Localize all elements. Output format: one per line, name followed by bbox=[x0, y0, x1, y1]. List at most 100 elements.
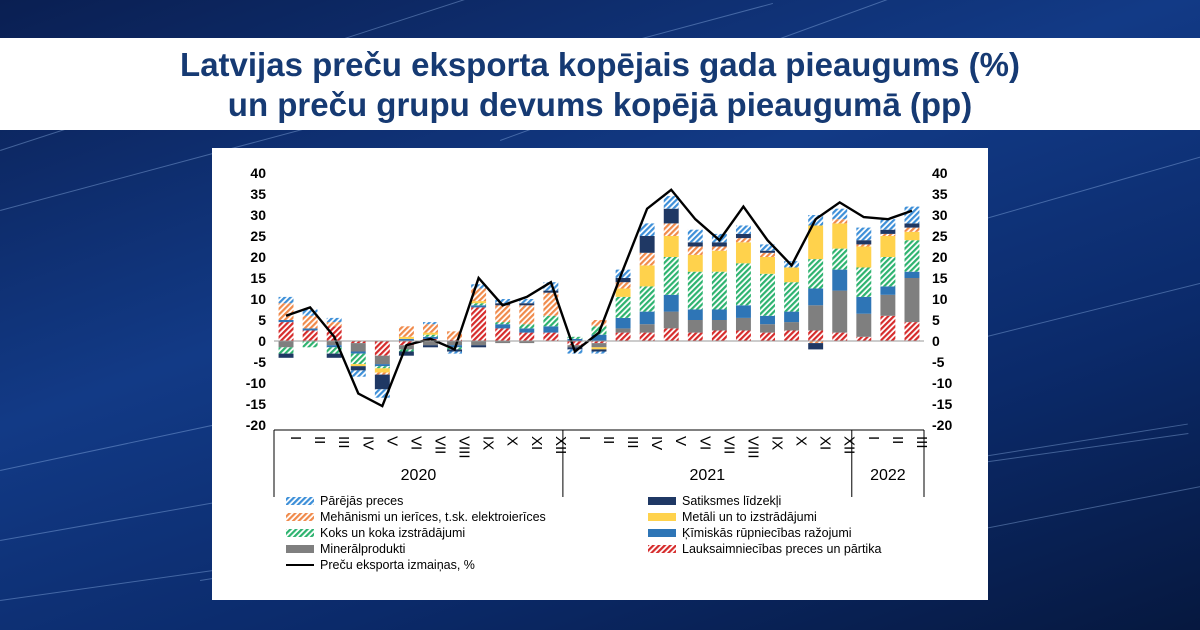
bar-segment bbox=[760, 252, 775, 257]
bar-segment bbox=[904, 322, 920, 341]
bar-segment bbox=[278, 303, 294, 320]
bar-segment bbox=[350, 341, 366, 344]
x-tick-label: VIII bbox=[744, 436, 761, 459]
bar-segment bbox=[663, 257, 679, 295]
bar-segment bbox=[687, 332, 703, 341]
bar-segment bbox=[735, 305, 751, 318]
bar-segment bbox=[519, 341, 535, 344]
bar-segment bbox=[735, 242, 751, 264]
bar-segment bbox=[495, 322, 511, 325]
x-tick-label: VI bbox=[407, 436, 424, 450]
legend-label: Lauksaimniecības preces un pārtika bbox=[682, 542, 881, 556]
bar-segment bbox=[326, 317, 342, 323]
bar-segment bbox=[423, 332, 438, 335]
bar-segment bbox=[591, 349, 607, 352]
legend-swatch bbox=[286, 513, 314, 521]
bar-segment bbox=[639, 286, 655, 312]
x-tick-label: I bbox=[576, 436, 593, 440]
bar-segment bbox=[856, 336, 872, 341]
year-label: 2021 bbox=[690, 467, 726, 484]
bar-segment bbox=[663, 223, 679, 236]
bar-segment bbox=[471, 305, 487, 308]
year-label: 2022 bbox=[870, 467, 906, 484]
bar-segment bbox=[711, 242, 727, 247]
bar-segment bbox=[543, 315, 559, 327]
bar-segment bbox=[784, 267, 800, 283]
x-tick-label: V bbox=[672, 436, 689, 446]
y-tick-label-left: -15 bbox=[246, 396, 266, 412]
bar-segment bbox=[591, 320, 607, 327]
bar-segment bbox=[374, 341, 390, 356]
legend-label: Minerālprodukti bbox=[320, 542, 405, 556]
y-tick-label-left: -20 bbox=[246, 417, 266, 433]
bar-segment bbox=[615, 278, 631, 283]
bar-segment bbox=[663, 196, 679, 209]
title-line-2: un preču grupu devums kopējā pieaugumā (… bbox=[227, 86, 973, 123]
bar-segment bbox=[495, 324, 511, 329]
y-tick-label-right: 0 bbox=[932, 333, 940, 349]
bar-segment bbox=[447, 331, 463, 340]
bar-segment bbox=[784, 282, 800, 312]
bar-segment bbox=[760, 250, 775, 253]
y-tick-label-left: 40 bbox=[250, 165, 266, 181]
x-tick-label: IX bbox=[769, 436, 786, 450]
y-tick-label-right: -20 bbox=[932, 417, 952, 433]
bar-segment bbox=[735, 225, 751, 234]
bar-segment bbox=[423, 341, 438, 346]
bar-segment bbox=[278, 347, 294, 354]
bar-segment bbox=[615, 317, 631, 329]
bar-segment bbox=[880, 233, 896, 236]
bar-segment bbox=[350, 370, 366, 377]
bar-segment bbox=[567, 336, 583, 339]
bar-segment bbox=[374, 372, 390, 375]
bar-segment bbox=[423, 334, 438, 337]
bar-segment bbox=[856, 244, 872, 247]
y-tick-label-right: 25 bbox=[932, 228, 948, 244]
y-tick-label-right: 20 bbox=[932, 249, 948, 265]
x-tick-label: IV bbox=[648, 436, 665, 450]
y-tick-label-right: 35 bbox=[932, 186, 948, 202]
bar-segment bbox=[808, 330, 824, 341]
bar-segment bbox=[735, 233, 751, 239]
bar-segment bbox=[495, 328, 511, 341]
bar-segment bbox=[711, 271, 727, 310]
bar-segment bbox=[687, 229, 703, 243]
bar-segment bbox=[880, 294, 896, 316]
bar-segment bbox=[567, 338, 583, 341]
bar-segment bbox=[687, 254, 703, 272]
legend-label: Koks un koka izstrādājumi bbox=[320, 526, 465, 540]
x-tick-label: VIII bbox=[456, 436, 473, 459]
bar-segment bbox=[856, 267, 872, 297]
bar-segment bbox=[808, 225, 824, 260]
y-tick-label-right: -10 bbox=[932, 375, 952, 391]
bar-segment bbox=[760, 244, 775, 251]
bar-segment bbox=[543, 292, 559, 316]
bar-segment bbox=[543, 332, 559, 341]
y-tick-label-left: 5 bbox=[258, 312, 266, 328]
bar-segment bbox=[711, 309, 727, 320]
bar-segment bbox=[735, 330, 751, 341]
bar-segment bbox=[856, 313, 872, 337]
bar-segment bbox=[711, 330, 727, 341]
bar-segment bbox=[374, 355, 390, 365]
bar-segment bbox=[519, 324, 535, 329]
x-tick-label: III bbox=[913, 436, 930, 449]
bar-segment bbox=[808, 288, 824, 306]
x-tick-label: IX bbox=[480, 436, 497, 450]
legend-label: Mehānismi un ierīces, t.sk. elektroierīc… bbox=[320, 510, 546, 524]
bar-segment bbox=[326, 353, 342, 358]
legend-swatch bbox=[648, 513, 676, 521]
x-tick-label: VII bbox=[431, 436, 448, 454]
y-tick-label-right: 5 bbox=[932, 312, 940, 328]
bar-segment bbox=[302, 309, 318, 316]
bar-segment bbox=[495, 341, 511, 344]
bar-segment bbox=[735, 263, 751, 306]
year-label: 2020 bbox=[401, 467, 437, 484]
bar-segment bbox=[326, 341, 342, 346]
bar-segment bbox=[374, 366, 390, 369]
bar-segment bbox=[591, 351, 607, 354]
bar-segment bbox=[663, 328, 679, 341]
bar-segment bbox=[350, 351, 366, 354]
bar-segment bbox=[519, 303, 535, 306]
bar-segment bbox=[856, 227, 872, 241]
